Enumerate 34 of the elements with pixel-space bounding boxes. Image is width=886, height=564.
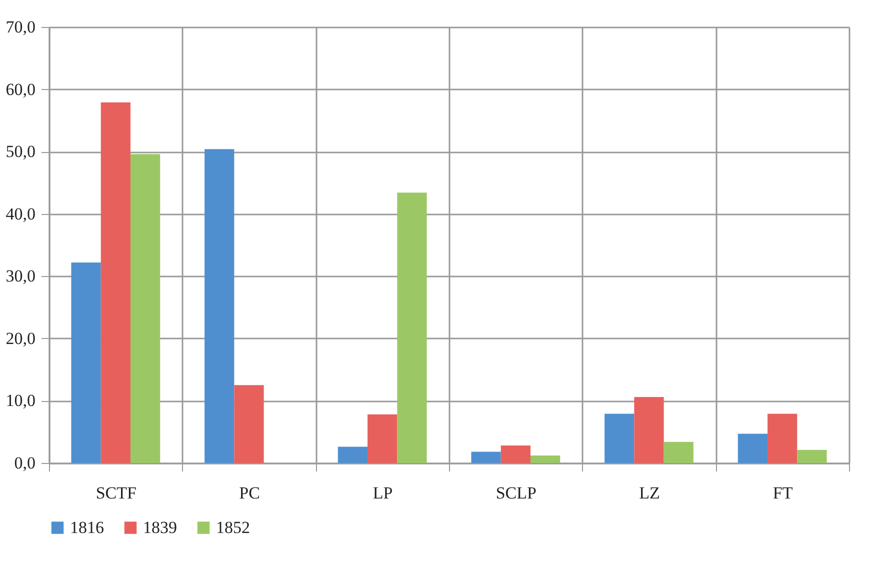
bar xyxy=(738,434,768,463)
bar xyxy=(471,452,501,463)
y-tick-label: 10,0 xyxy=(6,391,36,410)
y-tick-label: 50,0 xyxy=(6,142,36,162)
x-tick-label: LZ xyxy=(639,484,660,502)
bar xyxy=(397,192,427,463)
bar xyxy=(100,102,130,463)
x-tick-label: PC xyxy=(239,484,260,502)
bar xyxy=(530,456,560,463)
legend-label: 1839 xyxy=(143,518,177,537)
legend-label: 1816 xyxy=(70,518,104,537)
bar xyxy=(130,154,160,463)
x-tick-label: SCTF xyxy=(96,484,136,502)
x-tick-label: LP xyxy=(372,484,393,502)
bar xyxy=(368,414,398,463)
x-tick-label: FT xyxy=(772,484,794,502)
bar xyxy=(604,414,634,463)
legend-label: 1852 xyxy=(216,518,250,537)
y-tick-label: 40,0 xyxy=(6,204,36,224)
y-tick-label: 60,0 xyxy=(6,80,36,99)
bar xyxy=(338,446,368,463)
bar xyxy=(234,385,264,463)
x-tick-label: SCLP xyxy=(496,484,536,502)
y-tick-label: 30,0 xyxy=(6,266,36,286)
bar xyxy=(664,442,694,463)
bar xyxy=(71,262,101,463)
y-tick-label: 20,0 xyxy=(6,328,36,348)
bar xyxy=(797,450,827,463)
y-tick-label: 70,0 xyxy=(6,18,36,36)
bar xyxy=(634,396,664,463)
bar xyxy=(204,149,234,463)
bar xyxy=(768,414,798,463)
bar xyxy=(500,446,530,463)
y-tick-label: 0,0 xyxy=(14,454,36,472)
